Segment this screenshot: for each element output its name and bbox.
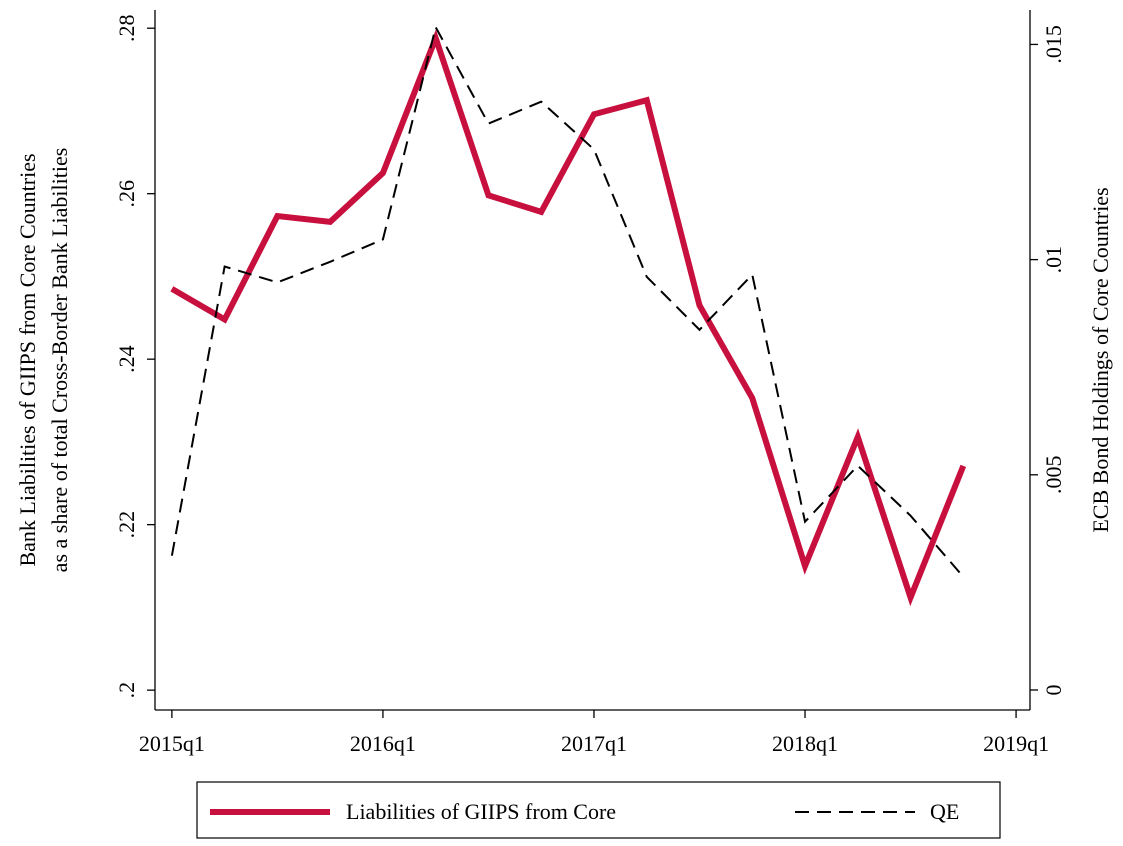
y-tick-label: .22 [114,511,139,539]
y-tick-label: .2 [114,682,139,699]
y2-tick-label: .015 [1041,25,1066,64]
y-tick-label: .24 [114,345,139,373]
y2-tick-label: .01 [1041,246,1066,274]
y2-tick-label: .005 [1041,456,1066,495]
legend-label: Liabilities of GIIPS from Core [346,799,616,824]
y-tick-label: .28 [114,14,139,41]
series-line [170,29,967,607]
x-tick-label: 2019q1 [983,731,1049,756]
y-axis-label: as a share of total Cross-Border Bank Li… [47,148,72,573]
y-tick-label: .26 [114,180,139,208]
x-tick-label: 2016q1 [350,731,416,756]
legend-label: QE [930,799,959,824]
legend-box [196,781,1001,839]
x-tick-label: 2017q1 [561,731,627,756]
series-line [170,24,965,578]
x-tick-label: 2018q1 [772,731,838,756]
y2-tick-label: 0 [1041,684,1066,695]
y2-axis-label: ECB Bond Holdings of Core Countries [1088,187,1113,532]
y-axis-label: Bank Liabilities of GIIPS from Core Coun… [15,153,40,566]
x-tick-label: 2015q1 [139,731,205,756]
